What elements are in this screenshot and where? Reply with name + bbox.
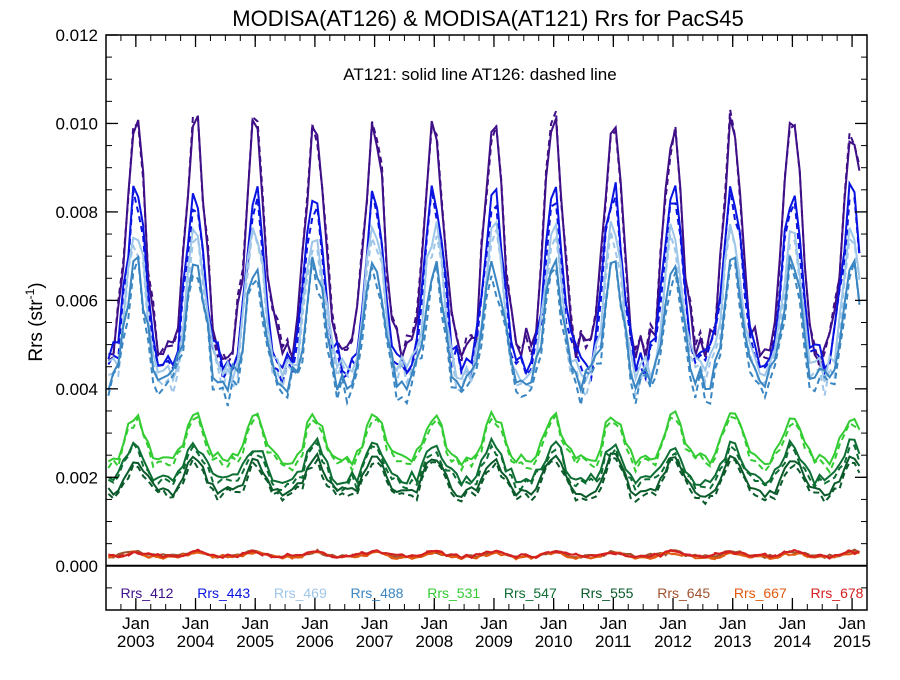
x-tick-label-month: Jan — [182, 614, 209, 633]
chart-title: MODISA(AT126) & MODISA(AT121) Rrs for Pa… — [232, 6, 743, 31]
legend-entry-rrs_547: Rrs_547 — [504, 585, 557, 601]
x-tick-label-month: Jan — [361, 614, 388, 633]
x-tick-label-month: Jan — [480, 614, 507, 633]
plot-frame — [105, 34, 868, 611]
y-axis-label-close: ) — [26, 282, 47, 288]
plot-area — [105, 34, 868, 611]
x-tick-label-year: 2004 — [177, 632, 215, 651]
x-tick-label-year: 2012 — [654, 632, 692, 651]
x-tick-label-year: 2007 — [356, 632, 394, 651]
series-line-at126-rrs_555 — [107, 455, 861, 506]
x-tick-label-month: Jan — [301, 614, 328, 633]
y-axis: 0.000 0.002 0.004 0.006 0.008 0.010 0.012 — [55, 26, 867, 611]
x-tick-label-year: 2005 — [236, 632, 274, 651]
legend-entry-rrs_555: Rrs_555 — [581, 585, 634, 601]
y-tick-label: 0.010 — [55, 114, 98, 133]
x-tick-label-year: 2015 — [833, 632, 871, 651]
y-tick-label: 0.008 — [55, 203, 98, 222]
legend-entry-rrs_469: Rrs_469 — [274, 585, 327, 601]
x-axis: Jan2003Jan2004Jan2005Jan2006Jan2007Jan20… — [105, 35, 871, 651]
x-tick-label-month: Jan — [600, 614, 627, 633]
y-axis-label-text: Rrs (str — [26, 299, 47, 362]
series-line-at121-rrs_412 — [108, 115, 861, 365]
series-line-at121-rrs_488 — [107, 254, 861, 395]
series-line-at121-rrs_555 — [107, 451, 861, 499]
x-tick-label-year: 2014 — [773, 632, 811, 651]
x-tick-label-year: 2011 — [595, 632, 632, 651]
series-line-at126-rrs_488 — [107, 258, 861, 407]
y-tick-label: 0.012 — [55, 26, 98, 45]
series-line-at126-rrs_531 — [107, 412, 861, 475]
y-tick-label: 0.004 — [55, 380, 98, 399]
x-tick-label-month: Jan — [540, 614, 567, 633]
x-tick-label-month: Jan — [122, 614, 149, 633]
x-tick-label-year: 2009 — [475, 632, 513, 651]
legend-entry-rrs_531: Rrs_531 — [427, 585, 480, 601]
series-line-at126-rrs_443 — [107, 189, 861, 389]
series-line-at121-rrs_547 — [107, 436, 861, 487]
x-tick-label-month: Jan — [779, 614, 806, 633]
series-line-at121-rrs_531 — [107, 409, 861, 467]
legend-entry-rrs_645: Rrs_645 — [657, 585, 710, 601]
legend: Rrs_412 Rrs_443 Rrs_469 Rrs_488 Rrs_531 Rrs_5… — [121, 585, 864, 601]
y-tick-label: 0.000 — [55, 557, 98, 576]
legend-entry-rrs_667: Rrs_667 — [734, 585, 787, 601]
x-tick-label-month: Jan — [659, 614, 686, 633]
legend-entry-rrs_412: Rrs_412 — [121, 585, 174, 601]
legend-entry-rrs_443: Rrs_443 — [197, 585, 250, 601]
x-tick-label-month: Jan — [719, 614, 746, 633]
y-axis-label: Rrs (str-1) — [23, 282, 47, 361]
x-tick-label-month: Jan — [421, 614, 448, 633]
x-tick-label-year: 2010 — [535, 632, 573, 651]
y-tick-label: 0.002 — [55, 468, 98, 487]
x-tick-label-year: 2006 — [296, 632, 334, 651]
series-line-at126-rrs_547 — [107, 440, 861, 494]
line-style-annotation: AT121: solid line AT126: dashed line — [343, 65, 616, 84]
series-layer — [107, 109, 861, 561]
y-tick-label: 0.006 — [55, 291, 98, 310]
series-line-at121-rrs_678 — [108, 549, 860, 559]
legend-entry-rrs_488: Rrs_488 — [351, 585, 404, 601]
x-tick-label-year: 2008 — [415, 632, 453, 651]
x-tick-label-month: Jan — [242, 614, 269, 633]
x-tick-label-month: Jan — [838, 614, 865, 633]
y-axis-label-sup: -1 — [23, 288, 37, 299]
x-tick-label-year: 2013 — [714, 632, 752, 651]
x-tick-label-year: 2003 — [117, 632, 155, 651]
legend-entry-rrs_678: Rrs_678 — [811, 585, 864, 601]
